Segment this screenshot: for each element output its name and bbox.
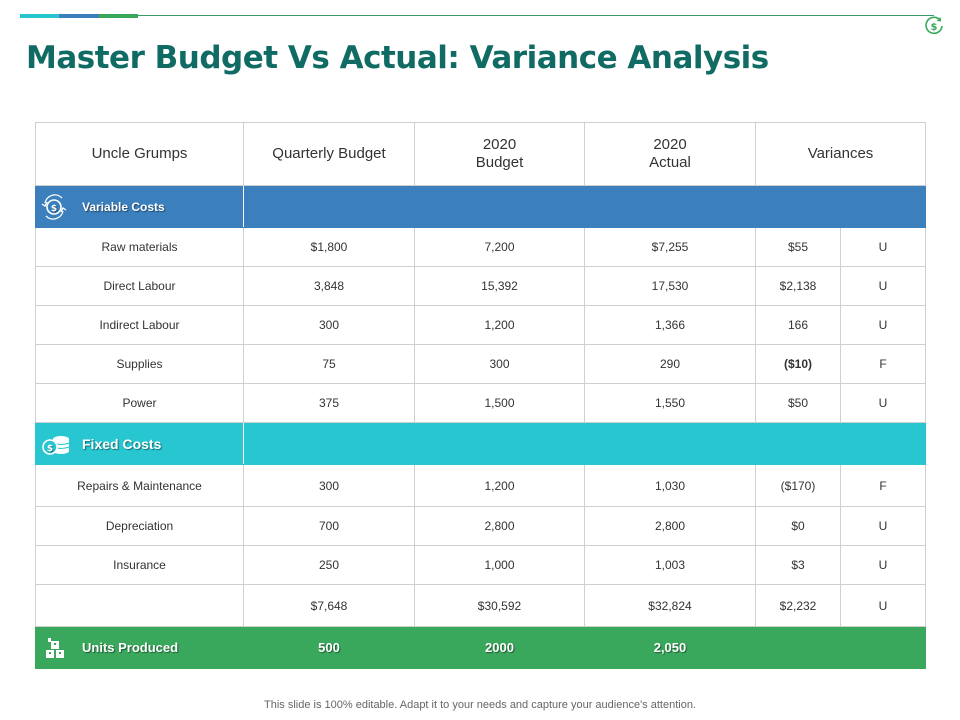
table-row: Supplies 75 300 290 ($10) F xyxy=(35,344,926,384)
section-units-produced: Units Produced 500 2000 2,050 xyxy=(35,626,926,669)
page-title: Master Budget Vs Actual: Variance Analys… xyxy=(26,40,769,76)
table-row: Power 375 1,500 1,550 $50 U xyxy=(35,383,926,423)
variance-table: Uncle Grumps Quarterly Budget 2020 Budget… xyxy=(35,122,926,669)
header-2020-budget: 2020 Budget xyxy=(414,122,585,186)
svg-text:$: $ xyxy=(51,204,57,214)
header-uncle-grumps: Uncle Grumps xyxy=(35,122,244,186)
table-row: Insurance 250 1,000 1,003 $3 U xyxy=(35,545,926,585)
section-label: Variable Costs xyxy=(82,199,165,214)
accent-segment-green xyxy=(98,14,138,18)
footer-note: This slide is 100% editable. Adapt it to… xyxy=(264,699,696,711)
table-row: Indirect Labour 300 1,200 1,366 166 U xyxy=(35,305,926,345)
header-quarterly-budget: Quarterly Budget xyxy=(243,122,415,186)
boxes-icon xyxy=(46,637,64,658)
section-label: Fixed Costs xyxy=(82,435,162,452)
top-accent-bar xyxy=(20,14,138,18)
table-header-row: Uncle Grumps Quarterly Budget 2020 Budget… xyxy=(35,122,926,186)
header-variances: Variances xyxy=(755,122,926,186)
header-2020-actual: 2020 Actual xyxy=(584,122,756,186)
section-label: Units Produced xyxy=(82,640,179,655)
accent-segment-blue xyxy=(59,14,99,18)
table-row: Repairs & Maintenance 300 1,200 1,030 ($… xyxy=(35,464,926,507)
table-row: Raw materials $1,800 7,200 $7,255 $55 U xyxy=(35,227,926,267)
dollar-circle-icon: $ xyxy=(925,16,943,35)
section-fixed-costs: $ Fixed Costs xyxy=(35,422,926,465)
header-rule xyxy=(138,15,934,16)
coins-icon: $ xyxy=(42,435,70,455)
table-row: Depreciation 700 2,800 2,800 $0 U xyxy=(35,506,926,546)
totals-row: $7,648 $30,592 $32,824 $2,232 U xyxy=(35,584,926,627)
svg-text:$: $ xyxy=(931,22,938,33)
section-variable-costs: $ Variable Costs xyxy=(35,185,926,228)
svg-text:$: $ xyxy=(47,444,53,454)
money-cycle-icon: $ xyxy=(41,193,67,220)
table-row: Direct Labour 3,848 15,392 17,530 $2,138… xyxy=(35,266,926,306)
accent-segment-teal xyxy=(20,14,60,18)
